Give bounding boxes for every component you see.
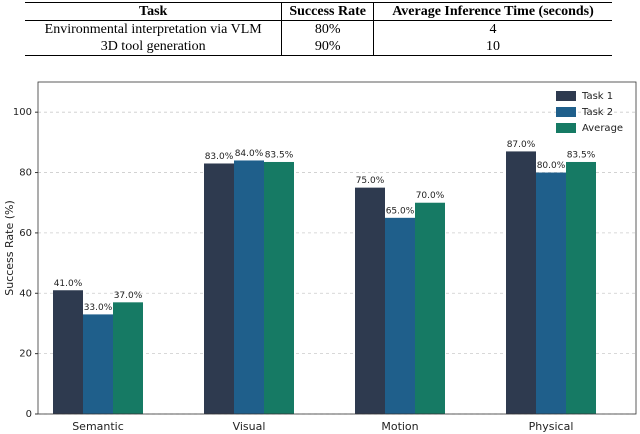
value-label: 83.0% xyxy=(205,152,234,162)
value-label: 87.0% xyxy=(507,140,536,150)
bar xyxy=(385,217,415,414)
x-tick-label: Visual xyxy=(233,420,266,433)
value-label: 41.0% xyxy=(54,279,83,289)
bar xyxy=(355,187,385,414)
value-label: 84.0% xyxy=(235,149,264,159)
y-tick-label: 20 xyxy=(19,349,32,360)
value-label: 75.0% xyxy=(356,176,385,186)
legend-label: Task 1 xyxy=(581,91,613,102)
legend-swatch xyxy=(556,123,576,133)
bar xyxy=(506,151,536,414)
value-label: 80.0% xyxy=(537,161,566,171)
bar xyxy=(204,163,234,414)
cell: 4 xyxy=(372,20,612,38)
header-cell: Average Inference Time (seconds) xyxy=(372,2,612,21)
legend-label: Average xyxy=(582,123,623,134)
bar xyxy=(53,290,83,414)
value-label: 33.0% xyxy=(84,303,113,313)
cell: 80% xyxy=(281,20,374,38)
value-label: 70.0% xyxy=(416,191,445,201)
x-tick-label: Motion xyxy=(381,420,418,433)
bar xyxy=(113,302,143,414)
header-row: Task Success Rate Average Inference Time… xyxy=(25,2,612,21)
value-label: 83.5% xyxy=(265,150,294,160)
legend-swatch xyxy=(556,107,576,117)
y-tick-label: 60 xyxy=(19,228,32,239)
cell: 90% xyxy=(281,38,374,56)
value-label: 37.0% xyxy=(114,291,143,301)
y-tick-label: 0 xyxy=(26,409,32,420)
header-cell: Success Rate xyxy=(281,2,374,21)
bar xyxy=(234,160,264,414)
header-cell: Task xyxy=(25,2,282,21)
results-table: Task Success Rate Average Inference Time… xyxy=(25,2,612,56)
bar xyxy=(83,314,113,414)
y-axis-label: Success Rate (%) xyxy=(3,200,16,296)
row: Environmental interpretation via VLM 80%… xyxy=(25,20,612,38)
x-tick-label: Semantic xyxy=(72,420,124,433)
cell: 3D tool generation xyxy=(25,38,282,56)
legend-swatch xyxy=(556,91,576,101)
y-tick-label: 100 xyxy=(13,107,32,118)
y-tick-label: 80 xyxy=(19,168,32,179)
y-tick-label: 40 xyxy=(19,288,32,299)
bar xyxy=(566,161,596,414)
bar xyxy=(536,172,566,414)
cell: 10 xyxy=(372,38,612,56)
row: 3D tool generation 90% 10 xyxy=(25,38,612,56)
plot-frame xyxy=(37,81,637,415)
value-label: 83.5% xyxy=(567,150,596,160)
legend-label: Task 2 xyxy=(581,107,613,118)
x-tick-label: Physical xyxy=(529,420,574,433)
bar xyxy=(415,202,445,414)
value-label: 65.0% xyxy=(386,206,415,216)
cell: Environmental interpretation via VLM xyxy=(44,22,262,37)
bar xyxy=(264,161,294,414)
